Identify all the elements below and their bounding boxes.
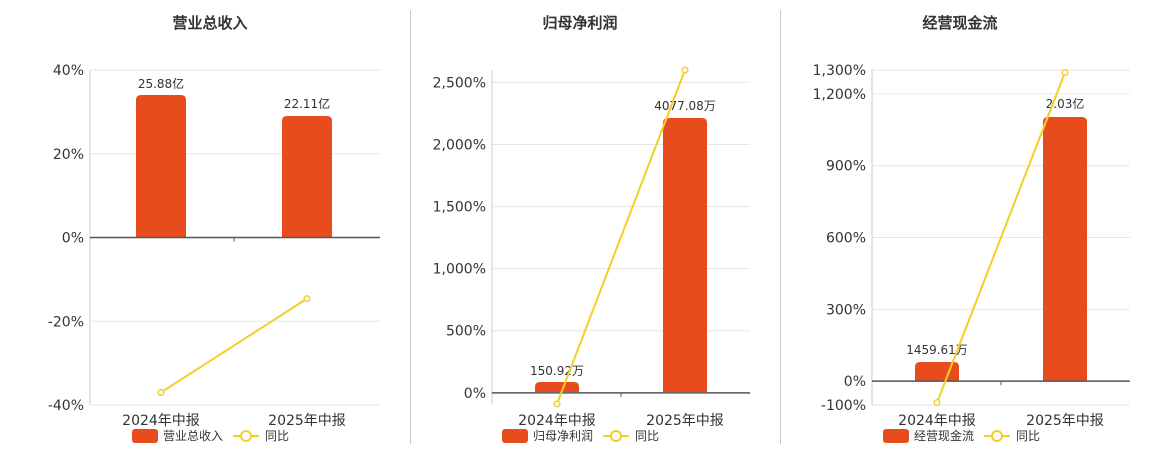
y-tick-label: -40%	[48, 398, 84, 414]
bar-data-label: 25.88亿	[138, 76, 184, 91]
legend-line-label: 同比	[635, 429, 659, 443]
chart-net-profit: 归母净利润 2,500% 2,000% 1,500% 1,000% 500% 0% 150.9…	[433, 14, 750, 443]
yoy-point	[157, 388, 165, 396]
bar-data-label: 1459.61万	[906, 343, 968, 357]
x-tick-label: 2025年中报	[646, 413, 724, 429]
yoy-point	[553, 400, 561, 408]
bar	[1043, 117, 1087, 381]
y-tick-label: -100%	[821, 398, 866, 414]
yoy-point	[933, 399, 941, 407]
y-tick-label: 1,500%	[433, 200, 486, 216]
x-tick-label: 2025年中报	[268, 413, 346, 429]
y-tick-label: 2,000%	[433, 137, 486, 153]
yoy-line	[556, 69, 686, 405]
y-tick-label: 0%	[464, 386, 486, 402]
bar-data-label: 22.11亿	[284, 96, 330, 111]
legend-line-marker	[991, 430, 1003, 442]
bar	[136, 95, 186, 238]
x-tick-label: 2025年中报	[1026, 413, 1104, 429]
bar	[282, 116, 332, 238]
legend-bar-swatch	[883, 429, 909, 443]
yoy-point	[303, 295, 311, 303]
y-tick-label: -20%	[48, 314, 84, 330]
legend-line-marker	[610, 430, 622, 442]
y-tick-label: 500%	[446, 324, 486, 340]
y-tick-label: 600%	[826, 231, 866, 247]
y-tick-label: 0%	[844, 374, 866, 390]
legend-bar-swatch	[502, 429, 528, 443]
yoy-line	[160, 297, 308, 394]
chart-title: 归母净利润	[542, 14, 617, 32]
legend-bar-swatch	[132, 429, 158, 443]
yoy-point	[681, 66, 689, 74]
legend-bar-label: 经营现金流	[914, 428, 974, 443]
bar-data-label: 4077.08万	[654, 99, 716, 113]
chart-operating-cashflow: 经营现金流 1,300% 1,200% 900% 600% 300% 0% -100% 1459…	[813, 14, 1130, 443]
chart-revenue: 营业总收入 40% 20% 0% -20% -40% 25.88亿 22.11亿 2024年中报…	[48, 14, 380, 443]
legend-line-marker	[240, 430, 252, 442]
yoy-point	[1061, 68, 1069, 76]
panel-divider	[780, 10, 781, 444]
y-tick-label: 1,300%	[813, 63, 866, 79]
bar-data-label: 150.92万	[530, 364, 584, 378]
chart-title: 营业总收入	[172, 14, 247, 32]
y-tick-label: 0%	[62, 231, 84, 247]
y-tick-label: 900%	[826, 159, 866, 175]
y-tick-label: 300%	[826, 302, 866, 318]
y-tick-label: 40%	[53, 63, 84, 79]
legend-line-label: 同比	[265, 429, 289, 443]
x-tick-label: 2024年中报	[122, 413, 200, 429]
y-tick-label: 1,000%	[433, 262, 486, 278]
chart-title: 经营现金流	[922, 14, 997, 32]
legend-bar-label: 归母净利润	[533, 429, 593, 443]
x-tick-label: 2024年中报	[898, 413, 976, 429]
legend-bar-label: 营业总收入	[163, 429, 223, 443]
y-tick-label: 20%	[53, 147, 84, 163]
legend-line-label: 同比	[1016, 429, 1040, 443]
yoy-line	[936, 72, 1066, 403]
panel-divider	[410, 10, 411, 444]
y-tick-label: 2,500%	[433, 75, 486, 91]
x-tick-label: 2024年中报	[518, 413, 596, 429]
bar	[663, 118, 707, 392]
bar	[535, 382, 579, 392]
y-tick-label: 1,200%	[813, 87, 866, 103]
